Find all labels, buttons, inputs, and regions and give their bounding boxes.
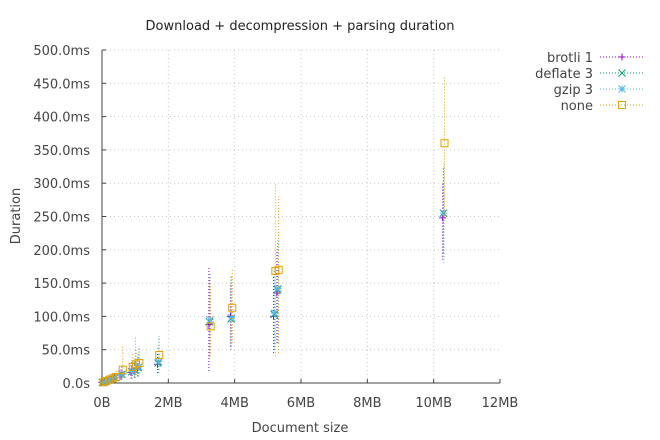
series-none [99,76,449,387]
x-tick-label: 8MB [353,396,381,411]
y-tick-label: 150.0ms [33,277,90,292]
y-tick-labels: 0.0s 50.0ms 100.0ms 150.0ms 200.0ms 250.0ms 30… [33,44,90,392]
legend-marker [618,69,626,77]
data-point [440,209,448,218]
y-tick-label: 50.0ms [42,344,91,359]
x-tick-label: 12MB [482,396,519,411]
data-point [118,365,127,374]
x-tick-label: 4MB [220,396,248,411]
y-axis-title: Duration [9,188,24,244]
series-brotli-1 [98,183,447,386]
y-tick-label: 400.0ms [33,111,90,126]
data-point [228,303,237,312]
data-point [154,357,163,366]
data-point [439,214,447,222]
data-point [99,378,108,387]
legend-item: brotli 1 [547,51,644,66]
y-tick-label: 350.0ms [33,144,90,159]
y-tick-label: 500.0ms [33,44,90,59]
data-point [206,322,215,331]
data-point [227,315,235,323]
legend-marker [618,101,626,109]
y-tick-label: 300.0ms [33,177,90,192]
legend-item: none [561,99,644,114]
x-tick-labels: 0B 2MB 4MB 6MB 8MB 10MB 12MB [93,396,518,411]
x-tick-label: 0B [93,396,110,411]
series-deflate-3 [98,166,448,387]
data-point [227,313,236,322]
series-gzip-3 [99,163,448,387]
data-point [135,359,144,368]
data-point [440,139,449,148]
data-point [270,309,279,317]
y-tick-label: 100.0ms [33,310,90,325]
data-point [206,315,214,324]
legend-label: brotli 1 [547,51,593,66]
legend-label: deflate 3 [535,67,593,82]
data-point [112,373,121,382]
legend-marker [618,85,626,93]
y-tick-label: 450.0ms [33,77,90,92]
x-tick-label: 6MB [287,396,315,411]
plot-border [101,49,501,384]
y-tick-label: 250.0ms [33,211,90,226]
legend-item: gzip 3 [554,83,644,98]
chart-title: Download + decompression + parsing durat… [146,19,455,34]
legend-item: deflate 3 [535,67,644,82]
data-point [155,351,164,360]
x-tick-label: 2MB [154,396,182,411]
legend-label: gzip 3 [554,83,593,98]
legend-label: none [561,99,593,114]
data-point [270,310,279,319]
x-axis-title: Document size [252,421,349,436]
series-layer [98,76,449,387]
legend-marker [618,53,626,61]
data-point [274,284,282,293]
data-point [274,265,283,274]
y-tick-label: 200.0ms [33,244,90,259]
y-tick-label: 0.0s [63,377,91,392]
data-point [154,359,162,367]
x-tick-label: 10MB [415,396,452,411]
